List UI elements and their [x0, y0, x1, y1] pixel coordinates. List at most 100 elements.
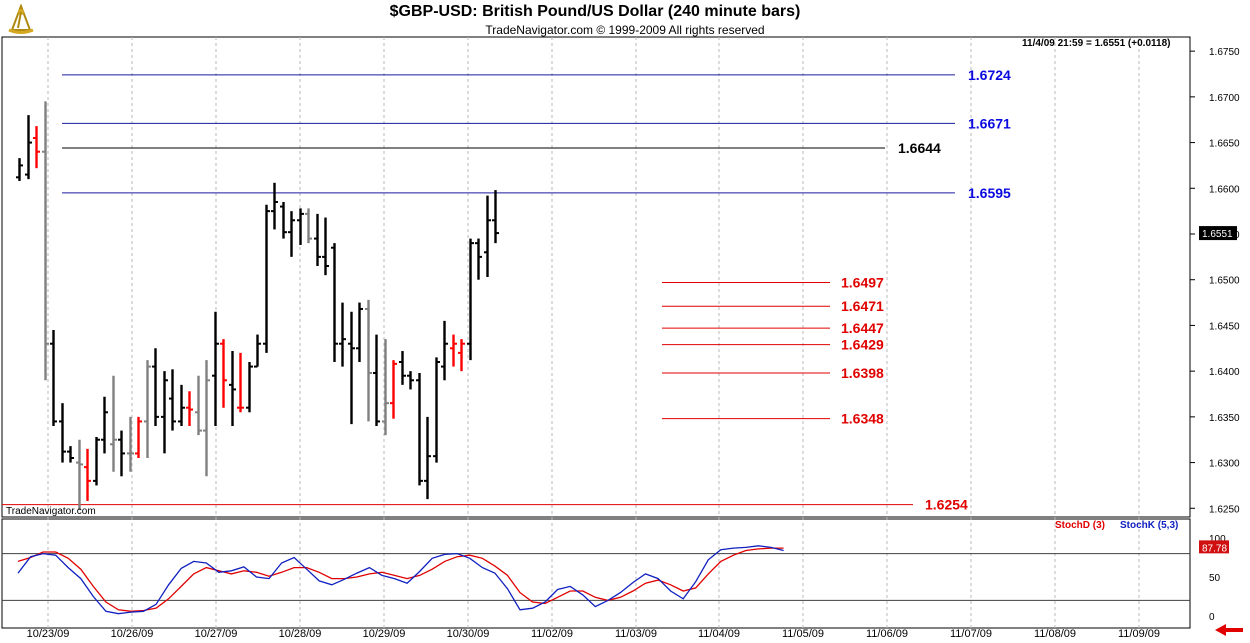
ohlc-bar — [195, 375, 202, 436]
last-price-label: 1.6551 — [1202, 229, 1233, 240]
x-tick-label: 11/03/09 — [615, 628, 657, 640]
ohlc-bar — [322, 217, 329, 276]
ohlc-bar — [76, 439, 83, 511]
level-label: 1.6595 — [968, 185, 1011, 201]
x-tick-label: 10/27/09 — [195, 628, 238, 640]
ohlc-bar — [246, 362, 253, 413]
ohlc-bar — [424, 416, 431, 500]
ohlc-bar — [297, 208, 304, 245]
x-tick-label: 10/23/09 — [27, 628, 70, 640]
ohlc-bar — [399, 351, 406, 385]
y-tick-label: 1.6650 — [1209, 139, 1240, 150]
level-label: 1.6398 — [841, 365, 884, 381]
ohlc-bar — [161, 371, 168, 454]
x-tick-label: 11/02/09 — [531, 628, 573, 640]
chart-title: $GBP-USD: British Pound/US Dollar (240 m… — [389, 3, 801, 20]
ohlc-bar — [220, 339, 227, 408]
ohlc-bar — [288, 211, 295, 257]
stoch-value-flag — [1199, 540, 1229, 554]
ohlc-bar — [118, 430, 125, 477]
ohlc-bar — [441, 320, 448, 381]
ohlc-bar — [203, 360, 210, 477]
x-tick-label: 11/08/09 — [1034, 628, 1076, 640]
ohlc-bar — [110, 375, 117, 472]
scroll-back-arrow-icon[interactable] — [1212, 622, 1246, 638]
level-label: 1.6497 — [841, 274, 884, 290]
y-tick-label: 1.6450 — [1209, 321, 1240, 332]
y-tick-label: 1.6700 — [1209, 93, 1240, 104]
price-panel-frame — [1, 36, 1191, 518]
x-tick-label: 10/29/09 — [363, 628, 406, 640]
ohlc-bar — [186, 391, 193, 426]
level-label: 1.6447 — [841, 320, 884, 336]
ohlc-bar — [280, 202, 287, 239]
stoch-tick-label: 100 — [1209, 534, 1226, 545]
level-label: 1.6429 — [841, 337, 884, 353]
ohlc-bar — [33, 126, 40, 169]
ohlc-bar — [93, 436, 100, 486]
ohlc-bar — [348, 311, 355, 425]
ohlc-bar — [433, 357, 440, 463]
ohlc-bar — [59, 403, 66, 463]
ohlc-bar — [237, 352, 244, 413]
ohlc-bar — [84, 448, 91, 501]
y-tick-label: 1.6400 — [1209, 367, 1240, 378]
ohlc-bar — [178, 384, 185, 426]
stoch-tick-label: 50 — [1209, 573, 1221, 584]
ohlc-bar — [416, 372, 423, 486]
ohlc-bar — [382, 339, 389, 436]
y-tick-label: 1.6600 — [1209, 184, 1240, 195]
level-label: 1.6471 — [841, 298, 884, 314]
stochd-legend: StochD (3) — [1055, 520, 1105, 531]
ohlc-bar — [365, 299, 372, 422]
ohlc-bar — [450, 334, 457, 367]
x-tick-label: 11/06/09 — [866, 628, 908, 640]
ohlc-bar — [314, 213, 321, 266]
x-tick-label: 11/04/09 — [698, 628, 740, 640]
ohlc-bar — [390, 360, 397, 419]
ohlc-bar — [492, 190, 499, 244]
ohlc-bar — [458, 339, 465, 372]
ohlc-bar — [67, 446, 74, 463]
ohlc-bar — [356, 302, 363, 362]
x-tick-label: 11/05/09 — [782, 628, 824, 640]
stochd-line — [17, 547, 784, 612]
x-tick-label: 11/09/09 — [1118, 628, 1160, 640]
ohlc-bar — [127, 416, 134, 472]
level-label: 1.6644 — [898, 140, 941, 156]
price-readout: 11/4/09 21:59 = 1.6551 (+0.0118) — [1022, 38, 1171, 49]
x-tick-label: 10/26/09 — [111, 628, 154, 640]
ohlc-bar — [475, 238, 482, 280]
ohlc-bar — [42, 101, 49, 381]
ohlc-bar — [135, 416, 142, 458]
ohlc-bar — [212, 311, 219, 426]
sextant-logo-icon — [8, 4, 34, 34]
ohlc-bar — [407, 371, 414, 390]
x-tick-label: 10/28/09 — [279, 628, 322, 640]
ohlc-bar — [271, 182, 278, 230]
ohlc-bar — [339, 302, 346, 367]
x-tick-label: 11/07/09 — [950, 628, 992, 640]
ohlc-bar — [305, 208, 312, 244]
ohlc-bar — [152, 348, 159, 426]
ohlc-bar — [331, 243, 338, 362]
ohlc-bar — [467, 238, 474, 361]
y-tick-label: 1.6300 — [1209, 459, 1240, 470]
stochk-legend: StochK (5,3) — [1120, 520, 1179, 531]
ohlc-bar — [484, 195, 491, 277]
ohlc-bar — [373, 334, 380, 426]
ohlc-bar — [169, 369, 176, 431]
ohlc-bar — [50, 330, 57, 426]
y-tick-label: 1.6750 — [1209, 47, 1240, 58]
stochk-line — [17, 545, 784, 615]
level-label: 1.6348 — [841, 411, 884, 427]
last-price-flag — [1199, 226, 1237, 241]
watermark-text: TradeNavigator.com — [6, 506, 96, 517]
ohlc-bar — [263, 204, 270, 353]
y-tick-label: 1.6500 — [1209, 276, 1240, 287]
x-tick-label: 10/30/09 — [447, 628, 490, 640]
y-tick-label: 1.6350 — [1209, 413, 1240, 424]
stoch-value-label: 87.78 — [1202, 543, 1227, 554]
level-label: 1.6724 — [968, 67, 1011, 83]
